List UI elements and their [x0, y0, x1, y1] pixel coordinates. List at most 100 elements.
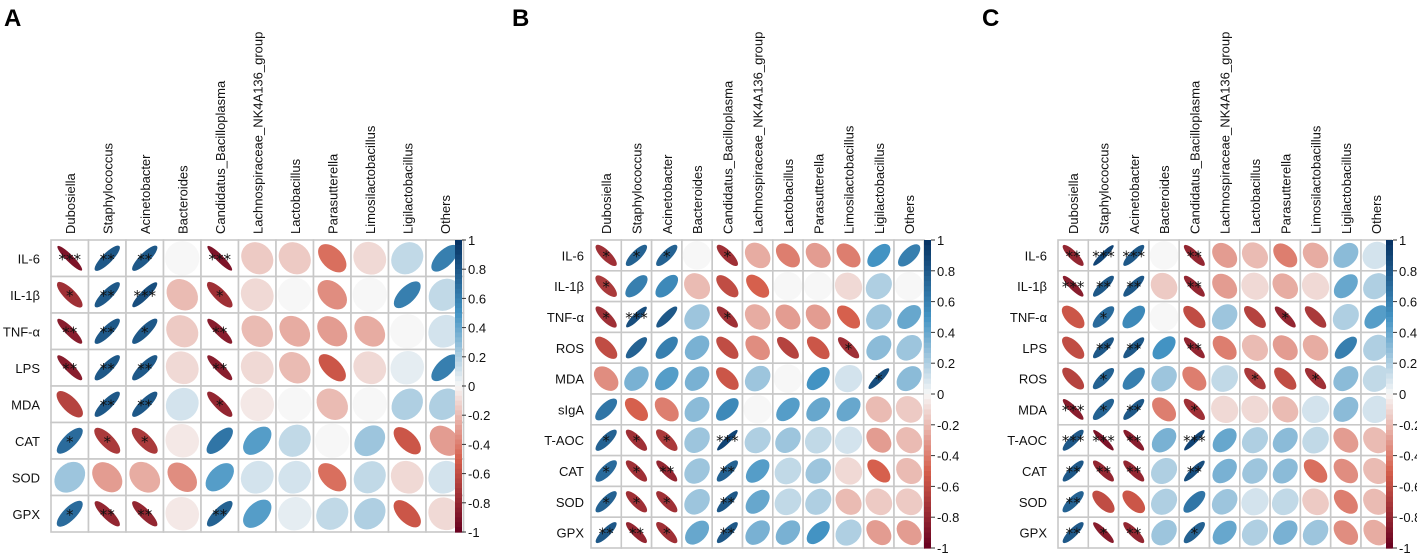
correlation-ellipse [205, 463, 234, 492]
colorbar-segment [455, 317, 462, 324]
correlation-ellipse [243, 499, 272, 528]
colorbar-segment [924, 506, 931, 513]
significance-stars: *** [134, 287, 157, 305]
correlation-ellipse [1062, 522, 1084, 544]
colorbar-segment [924, 501, 931, 508]
correlation-ellipse [1241, 427, 1268, 454]
colorbar-segment [1386, 291, 1393, 298]
correlation-ellipse [1272, 335, 1298, 361]
correlation-ellipse [805, 304, 831, 330]
correlation-ellipse [1183, 521, 1205, 544]
colorbar-segment [924, 291, 931, 298]
significance-stars: * [1191, 525, 1199, 543]
significance-stars: * [104, 433, 112, 451]
correlation-ellipse [1242, 458, 1268, 484]
colorbar-segment [455, 483, 462, 489]
correlation-ellipse [207, 355, 233, 381]
correlation-ellipse [1123, 337, 1145, 359]
colorbar-tick-label: 0.4 [468, 321, 486, 336]
colorbar-segment [455, 424, 462, 431]
correlation-ellipse [1303, 459, 1328, 483]
correlation-ellipse [595, 460, 617, 482]
significance-stars: * [1191, 401, 1199, 419]
significance-stars: ** [100, 250, 116, 268]
row-label: TNF-α [1010, 310, 1048, 325]
correlation-ellipse [241, 242, 274, 275]
colorbar-tick-label: 0.6 [937, 295, 955, 310]
column-label: Dubosiella [1066, 173, 1081, 234]
correlation-ellipse [1150, 272, 1178, 300]
row-label: sIgA [558, 402, 584, 417]
correlation-ellipse [1211, 365, 1238, 392]
significance-stars: *** [1092, 432, 1115, 450]
colorbar-segment [924, 486, 931, 493]
correlation-ellipse [867, 243, 891, 267]
correlation-ellipse [206, 281, 233, 308]
row-label: IL-6 [562, 248, 584, 263]
significance-stars: ** [1126, 401, 1142, 419]
column-label: Acinetobacter [660, 154, 675, 234]
colorbar-segment [1386, 240, 1393, 246]
correlation-ellipse [354, 315, 386, 347]
correlation-ellipse [595, 244, 617, 267]
column-label: Lachnospiraceae_NK4A136_group [250, 32, 265, 234]
colorbar-segment [924, 388, 931, 395]
significance-stars: * [633, 247, 641, 265]
correlation-ellipse [129, 461, 161, 493]
correlation-ellipse [1272, 396, 1299, 423]
significance-stars: ** [720, 494, 736, 512]
colorbar-tick-label: 1 [468, 233, 475, 248]
significance-stars: ** [212, 360, 228, 378]
correlation-ellipse [865, 488, 893, 516]
significance-stars: * [602, 278, 610, 296]
colorbar-segment [1386, 260, 1393, 267]
correlation-ellipse [745, 489, 770, 514]
correlation-ellipse [1272, 458, 1298, 484]
colorbar-segment [1386, 506, 1393, 513]
significance-stars: *** [1062, 278, 1085, 296]
correlation-ellipse [595, 336, 618, 359]
correlation-ellipse [165, 241, 200, 276]
colorbar-segment [1386, 491, 1393, 498]
colorbar-segment [455, 507, 462, 514]
significance-stars: * [633, 494, 641, 512]
correlation-ellipse [207, 318, 233, 344]
significance-stars: ** [212, 506, 228, 524]
correlation-ellipse [428, 314, 462, 348]
correlation-ellipse [131, 427, 158, 454]
correlation-ellipse [1302, 426, 1329, 454]
colorbar-segment [455, 468, 462, 475]
colorbar-segment [924, 414, 931, 421]
row-label: ROS [1019, 372, 1048, 387]
colorbar-segment [1386, 327, 1393, 333]
colorbar-segment [924, 394, 931, 400]
correlation-ellipse [805, 242, 831, 268]
correlation-ellipse [94, 391, 120, 417]
correlation-ellipse [1212, 242, 1238, 268]
colorbar-segment [455, 527, 462, 533]
panel-label: C [982, 5, 999, 32]
colorbar-segment [1386, 419, 1393, 426]
correlation-ellipse [775, 304, 801, 330]
correlation-ellipse [241, 315, 273, 347]
correlation-ellipse [1274, 306, 1296, 328]
colorbar-segment [455, 254, 462, 261]
correlation-ellipse [865, 396, 892, 423]
correlation-ellipse [1062, 399, 1084, 420]
correlation-ellipse [1062, 460, 1084, 482]
correlation-ellipse [776, 397, 800, 422]
colorbar-segment [924, 240, 931, 246]
correlation-ellipse [94, 355, 120, 381]
colorbar-segment [924, 342, 931, 349]
correlation-ellipse [352, 387, 387, 422]
correlation-ellipse [1363, 273, 1390, 300]
correlation-ellipse [1123, 460, 1145, 482]
colorbar-segment [455, 400, 462, 407]
correlation-ellipse [165, 496, 200, 531]
colorbar-segment [1386, 537, 1393, 544]
panel-label: A [4, 5, 21, 32]
correlation-ellipse [595, 522, 617, 544]
significance-stars: * [216, 396, 224, 414]
correlation-ellipse [624, 366, 649, 391]
colorbar-segment [455, 278, 462, 285]
